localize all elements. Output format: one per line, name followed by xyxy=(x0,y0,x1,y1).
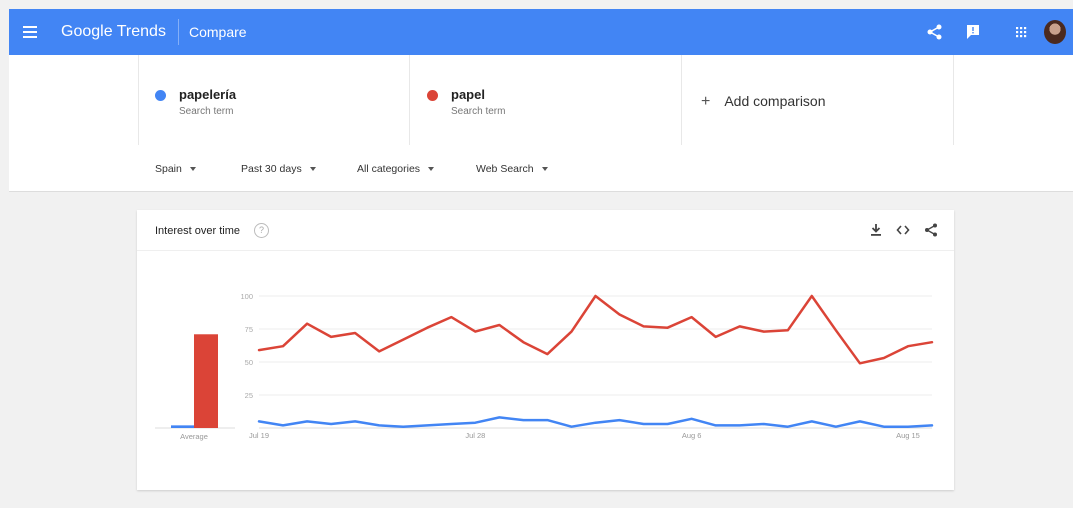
time-range-label: Past 30 days xyxy=(241,163,302,175)
term-subtitle: Search term xyxy=(179,106,234,117)
embed-icon[interactable] xyxy=(895,222,911,238)
card-divider xyxy=(137,250,954,251)
term-color-dot xyxy=(155,90,166,101)
caret-down-icon xyxy=(428,167,435,172)
region-label: Spain xyxy=(155,163,182,175)
page-title: Compare xyxy=(189,24,247,40)
average-bar xyxy=(171,425,195,428)
average-label: Average xyxy=(180,432,208,441)
menu-icon[interactable] xyxy=(23,24,37,40)
search-term-1[interactable]: papelería Search term xyxy=(138,55,409,145)
app-header: Google Trends Compare xyxy=(9,9,1073,55)
search-type-dropdown[interactable]: Web Search xyxy=(476,163,548,175)
search-term-2[interactable]: papel Search term xyxy=(409,55,681,145)
app-brand[interactable]: Google Trends xyxy=(61,23,166,40)
add-comparison-label: Add comparison xyxy=(724,93,826,109)
x-tick-label: Aug 15 xyxy=(896,431,920,440)
plus-icon: + xyxy=(701,93,711,110)
y-tick-label: 100 xyxy=(240,292,253,301)
y-tick-label: 75 xyxy=(245,325,253,334)
y-tick-label: 25 xyxy=(245,391,253,400)
filter-bar: Spain Past 30 days All categories Web Se… xyxy=(9,145,1073,192)
caret-down-icon xyxy=(309,167,316,172)
feedback-icon[interactable] xyxy=(963,22,983,42)
series-line xyxy=(257,294,934,365)
search-terms-bar: papelería Search term papel Search term … xyxy=(9,55,1073,146)
caret-down-icon xyxy=(189,167,196,172)
card-title: Interest over time xyxy=(155,225,240,237)
y-tick-label: 50 xyxy=(245,358,253,367)
share-icon[interactable] xyxy=(925,22,945,42)
download-icon[interactable] xyxy=(868,222,884,238)
term-color-dot xyxy=(427,90,438,101)
term-subtitle: Search term xyxy=(451,106,506,117)
category-label: All categories xyxy=(357,163,421,175)
x-tick-label: Aug 6 xyxy=(682,431,702,440)
apps-icon[interactable] xyxy=(1011,22,1031,42)
region-dropdown[interactable]: Spain xyxy=(155,163,196,175)
caret-down-icon xyxy=(541,167,548,172)
x-tick-label: Jul 19 xyxy=(249,431,269,440)
average-bar xyxy=(194,334,218,428)
add-comparison-button[interactable]: + Add comparison xyxy=(701,93,826,111)
avatar[interactable] xyxy=(1044,20,1066,44)
x-tick-label: Jul 28 xyxy=(465,431,485,440)
time-range-dropdown[interactable]: Past 30 days xyxy=(241,163,316,175)
interest-chart: 100 75 50 25 Jul 19 Jul 28 Aug 6 Aug 15 Average xyxy=(155,292,934,441)
empty-slot xyxy=(953,55,1073,145)
category-dropdown[interactable]: All categories xyxy=(357,163,435,175)
header-divider xyxy=(178,19,179,45)
series-line xyxy=(257,416,934,428)
add-comparison-slot xyxy=(681,55,953,145)
term-name: papelería xyxy=(179,87,237,102)
help-icon[interactable]: ? xyxy=(254,223,269,238)
interest-over-time-card: Interest over time ? 100 75 50 25 Jul 19 Jul … xyxy=(137,210,954,490)
search-type-label: Web Search xyxy=(476,163,534,175)
term-name: papel xyxy=(451,87,485,102)
share-icon[interactable] xyxy=(923,222,939,238)
